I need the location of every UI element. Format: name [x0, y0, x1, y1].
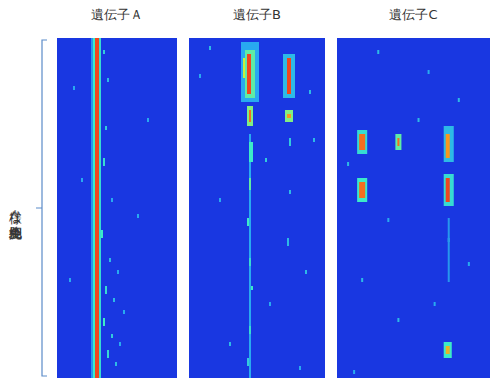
heat-cell [313, 138, 315, 142]
heat-cell [111, 198, 113, 202]
heat-cell [247, 358, 249, 366]
heat-cell [397, 318, 399, 322]
heat-cell [359, 134, 365, 150]
heat-cell [99, 38, 101, 378]
heat-cell [249, 134, 251, 378]
heat-cell [359, 182, 365, 198]
heat-cell [249, 258, 251, 266]
heat-cell [247, 218, 249, 226]
heat-cell [357, 178, 367, 202]
heat-cell [269, 302, 271, 306]
heat-cell [199, 74, 201, 78]
heat-cell [119, 342, 121, 346]
heat-cell [289, 190, 291, 194]
heat-cell [107, 78, 109, 82]
heat-cell [387, 218, 389, 222]
heat-cell [289, 138, 291, 146]
heat-cell [241, 42, 259, 102]
panel-title: 遺伝子Ａ [91, 7, 143, 22]
heat-cell [111, 334, 113, 338]
heat-cell [418, 118, 420, 122]
heat-cell [347, 162, 349, 166]
heat-cell [115, 362, 117, 366]
heat-cell [219, 198, 221, 202]
heat-cell [251, 286, 253, 290]
heat-cell [265, 158, 267, 162]
heat-cell [249, 110, 251, 122]
heat-cell [444, 174, 454, 206]
heat-cell [448, 218, 450, 282]
heat-cell [105, 286, 107, 294]
heat-cell [287, 238, 289, 246]
panel-background [189, 38, 325, 378]
heat-cell [117, 270, 119, 274]
heat-cell [103, 158, 105, 166]
heat-cell [245, 50, 255, 98]
heat-cell [353, 370, 355, 374]
heat-cell [137, 214, 139, 218]
heat-cell [147, 118, 149, 122]
heat-cell [69, 278, 71, 282]
heatmap-panel [337, 38, 490, 378]
heat-cell [428, 70, 430, 74]
heat-cell [444, 342, 452, 358]
heat-cell [91, 38, 93, 378]
heat-cell [123, 310, 125, 314]
heat-cell [81, 178, 83, 182]
panel-title: 遺伝子B [233, 7, 281, 22]
heat-cell [305, 270, 307, 274]
heat-cell [103, 318, 105, 326]
heat-cell [229, 342, 231, 346]
heat-cell [73, 86, 75, 90]
heat-cell [287, 58, 291, 94]
heat-cell [101, 230, 103, 238]
y-label: 様々な免疫細胞 [9, 201, 24, 240]
heat-cell [299, 366, 301, 370]
heat-cell [361, 278, 363, 282]
heat-cell [446, 178, 450, 202]
panel-background [57, 38, 177, 378]
heat-cell [249, 326, 251, 334]
heatmap-panel [189, 38, 325, 378]
heat-cell [247, 54, 251, 94]
heat-cell [357, 130, 367, 154]
heat-cell [434, 302, 436, 306]
bracket [36, 40, 47, 376]
heat-cell [287, 114, 291, 118]
heat-cell [209, 46, 211, 50]
figure: 遺伝子Ａ 遺伝子B 遺伝子C 様々な免疫細胞 [0, 0, 500, 385]
panel-title: 遺伝子C [389, 7, 437, 22]
heat-cell [103, 50, 105, 54]
heat-cell [249, 178, 251, 190]
heat-cell [113, 298, 115, 302]
heat-cell [377, 50, 379, 54]
heat-cell [468, 262, 470, 266]
heat-cell [309, 90, 311, 94]
heat-cell [107, 350, 109, 358]
heat-cell [446, 134, 450, 158]
heat-cell [283, 54, 295, 98]
heat-cell [247, 106, 253, 126]
heatmap-panel [57, 38, 177, 378]
heat-cell [397, 138, 399, 146]
heat-cell [95, 38, 99, 378]
heat-cell [243, 58, 245, 78]
panel-background [337, 38, 490, 378]
heat-cell [285, 110, 293, 122]
heat-cell [444, 126, 454, 162]
heat-cell [105, 126, 107, 130]
heat-cell [395, 134, 401, 150]
heat-cell [109, 258, 111, 262]
heat-cell [458, 98, 460, 102]
heat-cell [93, 38, 95, 378]
heat-cell [249, 142, 253, 162]
heat-cell [446, 346, 450, 354]
